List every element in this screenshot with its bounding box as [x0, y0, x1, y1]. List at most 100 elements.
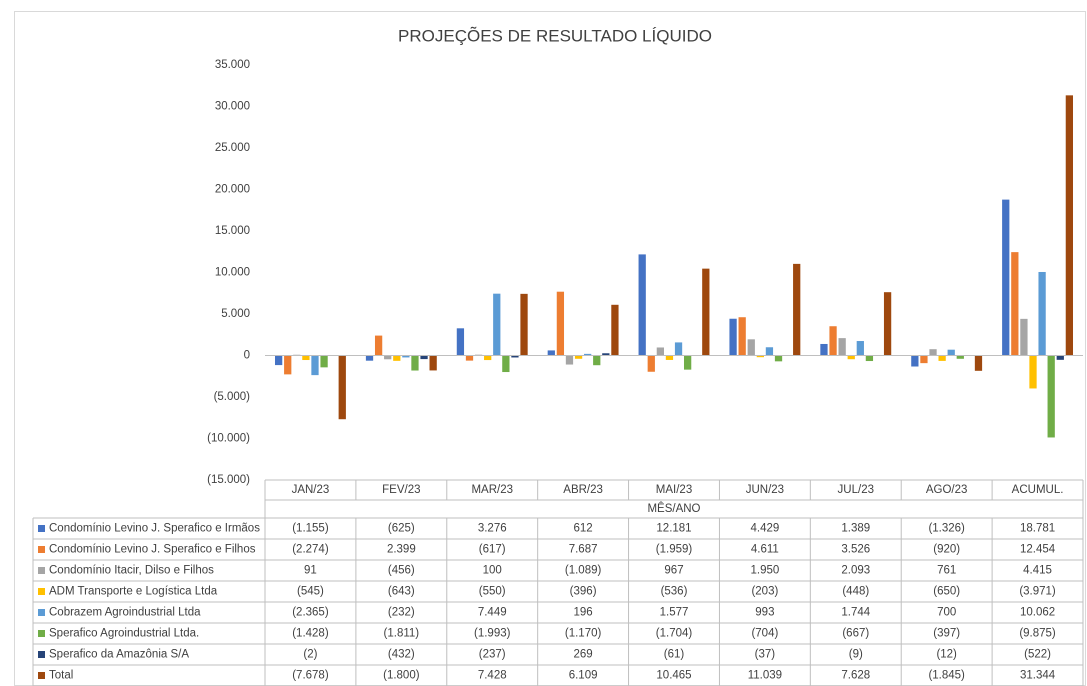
table-value: (237)	[479, 649, 506, 661]
legend-label: Sperafico Agroindustrial Ltda.	[49, 628, 199, 640]
table-value: (396)	[570, 586, 597, 598]
table-value: 3.526	[841, 544, 870, 556]
bar	[774, 355, 783, 362]
table-value: 7.428	[478, 670, 507, 682]
table-value: 993	[755, 607, 774, 619]
bar	[365, 355, 374, 361]
legend-key	[38, 525, 45, 532]
legend-label: Sperafico da Amazônia S/A	[49, 649, 189, 661]
y-tick-label: 0	[244, 350, 250, 362]
table-value: 700	[937, 607, 956, 619]
table-value: (12)	[936, 649, 957, 661]
table-value: 7.628	[841, 670, 870, 682]
table-value: 100	[483, 565, 502, 577]
table-value: (1.326)	[928, 523, 965, 535]
bar	[838, 338, 846, 356]
bar	[883, 292, 892, 356]
legend-label: Condomínio Levino J. Sperafico e Filhos	[49, 544, 256, 556]
bar	[338, 355, 346, 420]
y-tick-label: 15.000	[215, 225, 250, 237]
table-value: (9.875)	[1019, 628, 1056, 640]
table-value: (1.811)	[384, 628, 420, 640]
legend-key	[38, 630, 45, 637]
bar	[665, 355, 674, 360]
table-value: (37)	[755, 649, 776, 661]
table-value: (545)	[297, 586, 324, 598]
y-tick-label: (15.000)	[207, 474, 250, 486]
bar	[647, 355, 655, 372]
bar	[274, 355, 283, 366]
bar	[847, 355, 855, 360]
legend-key	[38, 609, 45, 616]
y-tick-label: 35.000	[215, 59, 250, 71]
table-value: (432)	[388, 649, 415, 661]
bar	[511, 355, 519, 358]
y-tick-label: 25.000	[215, 142, 250, 154]
table-value: (61)	[664, 649, 685, 661]
bar	[1056, 355, 1064, 360]
table-value: (232)	[388, 607, 415, 619]
table-value: 269	[574, 649, 593, 661]
table-value: (7.678)	[292, 670, 329, 682]
bar	[1020, 318, 1028, 356]
bar	[484, 355, 492, 361]
bar	[956, 355, 964, 359]
bar	[429, 355, 437, 371]
table-value: (9)	[849, 649, 863, 661]
legend-label: Total	[49, 670, 73, 682]
bar	[611, 304, 619, 356]
bar	[520, 293, 528, 356]
table-value: (2.365)	[292, 607, 329, 619]
bar	[465, 355, 474, 361]
table-value: (1.704)	[656, 628, 693, 640]
table-value: (1.170)	[565, 628, 602, 640]
table-value: (536)	[661, 586, 688, 598]
bar	[584, 353, 592, 356]
table-value: (550)	[479, 586, 506, 598]
table-value: (1.800)	[383, 670, 420, 682]
bar	[747, 339, 755, 356]
table-value: 7.449	[478, 607, 507, 619]
bar	[402, 355, 410, 358]
bar	[756, 355, 764, 358]
table-value: (2)	[303, 649, 317, 661]
bar	[547, 350, 555, 356]
legend-key	[38, 672, 45, 679]
table-value: 18.781	[1020, 523, 1055, 535]
x-tick-label: MAR/23	[471, 484, 513, 496]
x-axis-label: MÊS/ANO	[647, 502, 700, 515]
bar	[1029, 355, 1037, 389]
table-value: 4.415	[1023, 565, 1052, 577]
table-value: (203)	[751, 586, 778, 598]
bar	[384, 355, 392, 360]
bar	[820, 343, 828, 356]
table-value: 967	[664, 565, 683, 577]
bar	[456, 328, 465, 356]
table-value: 10.465	[656, 670, 691, 682]
table-value: (667)	[842, 628, 869, 640]
table-value: 1.389	[841, 523, 870, 535]
bar	[793, 263, 801, 356]
bar	[911, 355, 919, 367]
table-value: 12.181	[656, 523, 691, 535]
bar	[284, 355, 292, 375]
table-value: 761	[937, 565, 956, 577]
bar	[1047, 355, 1055, 438]
bar	[493, 293, 501, 356]
y-tick-label: 30.000	[215, 101, 250, 113]
bar	[1011, 252, 1019, 356]
bar	[1065, 95, 1074, 356]
table-value: (2.274)	[292, 544, 329, 556]
bar	[738, 317, 746, 356]
bar	[565, 355, 574, 365]
table-value: 3.276	[478, 523, 507, 535]
table-value: (625)	[388, 523, 415, 535]
bar	[929, 349, 937, 356]
table-value: (1.155)	[292, 523, 329, 535]
table-value: 10.062	[1020, 607, 1055, 619]
legend-key	[38, 651, 45, 658]
bar	[302, 355, 310, 361]
legend-label: Condomínio Itacir, Dilso e Filhos	[49, 565, 214, 577]
table-value: 12.454	[1020, 544, 1056, 556]
